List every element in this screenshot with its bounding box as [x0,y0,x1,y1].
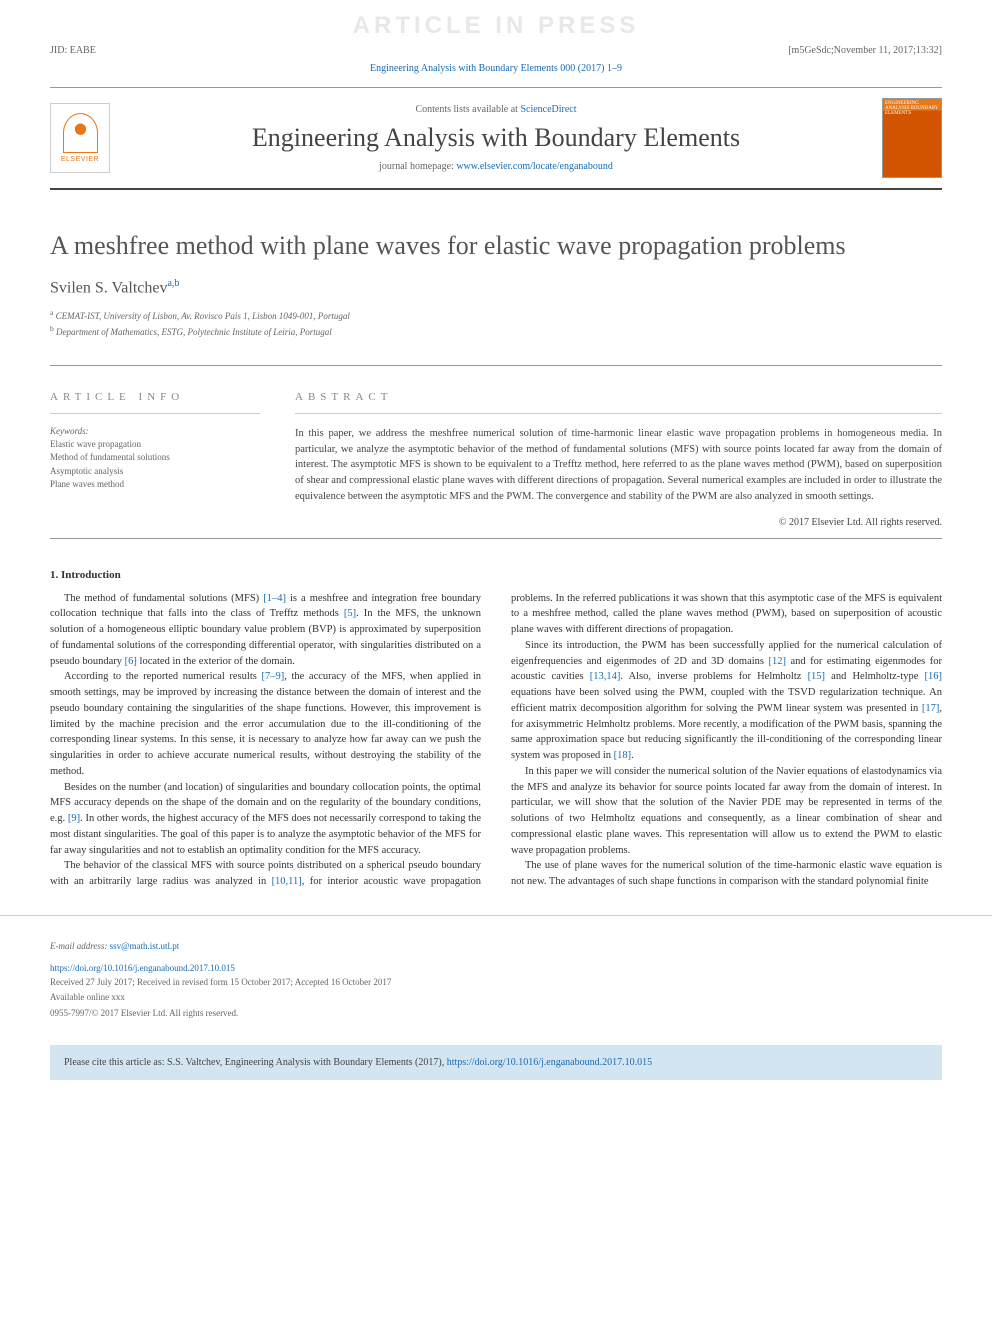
top-bar: JID: EABE [m5GeSdc;November 11, 2017;13:… [0,0,992,61]
abstract-section: abstract In this paper, we address the m… [295,391,942,528]
dates-line: Received 27 July 2017; Received in revis… [50,976,942,989]
divider [50,538,942,539]
ref-link[interactable]: [7–9] [261,671,284,682]
elsevier-logo: ELSEVIER [50,103,110,173]
ref-link[interactable]: [10,11] [272,876,302,887]
jid-label: JID: EABE [50,45,96,56]
citation-header: Engineering Analysis with Boundary Eleme… [0,61,992,82]
affiliation-b: Department of Mathematics, ESTG, Polytec… [56,327,332,337]
keyword: Plane waves method [50,478,260,492]
divider [50,365,942,366]
ref-link[interactable]: [15] [808,671,826,682]
author-affiliation-sup: a,b [167,278,179,289]
cite-doi-link[interactable]: https://doi.org/10.1016/j.enganabound.20… [447,1057,652,1068]
email-line: E-mail address: ssv@math.ist.utl.pt [50,941,942,951]
affiliations: a CEMAT-IST, University of Lisbon, Av. R… [0,307,992,355]
ref-link[interactable]: [1–4] [263,593,286,604]
affiliation-a: CEMAT-IST, University of Lisbon, Av. Rov… [56,311,350,321]
ref-link[interactable]: [6] [125,656,137,667]
author-name: Svilen S. Valtchev [50,279,167,296]
timestamp-label: [m5GeSdc;November 11, 2017;13:32] [788,45,942,56]
footer: E-mail address: ssv@math.ist.utl.pt http… [0,915,992,1030]
abstract-copyright: © 2017 Elsevier Ltd. All rights reserved… [295,517,942,528]
keyword: Asymptotic analysis [50,465,260,479]
ref-link[interactable]: [9] [68,813,80,824]
keywords-list: Elastic wave propagation Method of funda… [50,438,260,492]
article-info-heading: article info [50,391,260,414]
ref-link[interactable]: [16] [925,671,943,682]
keywords-label: Keywords: [50,426,260,436]
body-text: The method of fundamental solutions (MFS… [0,591,992,890]
elsevier-label: ELSEVIER [61,156,99,163]
keyword: Method of fundamental solutions [50,451,260,465]
contents-line: Contents lists available at ScienceDirec… [125,104,867,115]
authors: Svilen S. Valtcheva,b [0,278,992,307]
homepage-link[interactable]: www.elsevier.com/locate/enganabound [456,161,613,172]
ref-link[interactable]: [12] [769,656,787,667]
abstract-heading: abstract [295,391,942,414]
sciencedirect-link[interactable]: ScienceDirect [520,104,576,115]
abstract-text: In this paper, we address the meshfree n… [295,426,942,505]
ref-link[interactable]: [17] [922,703,940,714]
email-link[interactable]: ssv@math.ist.utl.pt [110,941,180,951]
issn-line: 0955-7997/© 2017 Elsevier Ltd. All right… [50,1007,942,1020]
cite-box: Please cite this article as: S.S. Valtch… [50,1045,942,1080]
article-info-section: article info Keywords: Elastic wave prop… [50,391,260,528]
section-1-heading: 1. Introduction [0,549,992,591]
homepage-line: journal homepage: www.elsevier.com/locat… [125,161,867,172]
ref-link[interactable]: [13,14] [590,671,621,682]
article-title: A meshfree method with plane waves for e… [0,190,992,278]
ref-link[interactable]: [18] [614,750,632,761]
journal-name: Engineering Analysis with Boundary Eleme… [125,123,867,153]
elsevier-tree-icon [63,113,98,153]
doi-link[interactable]: https://doi.org/10.1016/j.enganabound.20… [50,963,235,973]
available-line: Available online xxx [50,991,942,1004]
journal-cover: ENGINEERING ANALYSIS BOUNDARY ELEMENTS [882,98,942,178]
ref-link[interactable]: [5] [344,608,356,619]
keyword: Elastic wave propagation [50,438,260,452]
journal-header: ELSEVIER Contents lists available at Sci… [50,87,942,190]
